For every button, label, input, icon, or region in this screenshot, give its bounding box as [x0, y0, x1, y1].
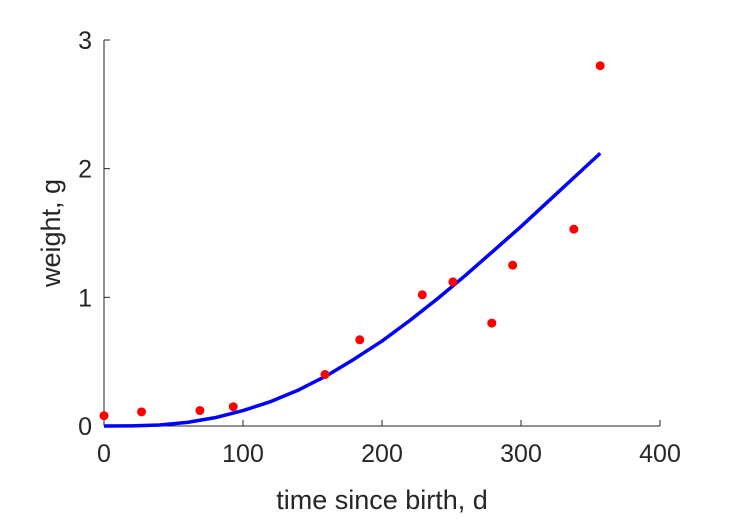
fitted-curve-line	[103, 151, 602, 428]
data-point	[355, 335, 365, 345]
data-point	[195, 406, 205, 416]
data-point	[508, 260, 518, 270]
x-tick-label: 400	[639, 440, 681, 468]
tick-marks	[103, 39, 661, 427]
x-tick-label: 100	[222, 440, 264, 468]
data-point	[595, 61, 605, 71]
tick-labels: 0 100 200 300 400 0 1 2 3	[78, 27, 681, 468]
data-point	[320, 370, 330, 380]
x-axis-label: time since birth, d	[276, 485, 488, 515]
x-tick-label: 0	[97, 440, 111, 468]
y-tick-label: 2	[78, 156, 92, 184]
data-point	[487, 318, 497, 328]
y-tick-label: 3	[78, 27, 92, 55]
y-tick-label: 0	[78, 413, 92, 441]
data-point	[137, 407, 147, 417]
data-point	[228, 402, 238, 412]
data-point	[99, 411, 109, 421]
data-point	[417, 290, 427, 300]
fitted-curve-layer	[103, 151, 602, 428]
data-points-layer	[99, 61, 605, 421]
x-tick-label: 300	[500, 440, 542, 468]
y-axis-label: weight, g	[36, 179, 66, 288]
data-point	[569, 224, 579, 234]
axes	[103, 40, 660, 427]
x-tick-label: 200	[361, 440, 403, 468]
data-point	[448, 277, 458, 287]
y-tick-label: 1	[78, 284, 92, 312]
